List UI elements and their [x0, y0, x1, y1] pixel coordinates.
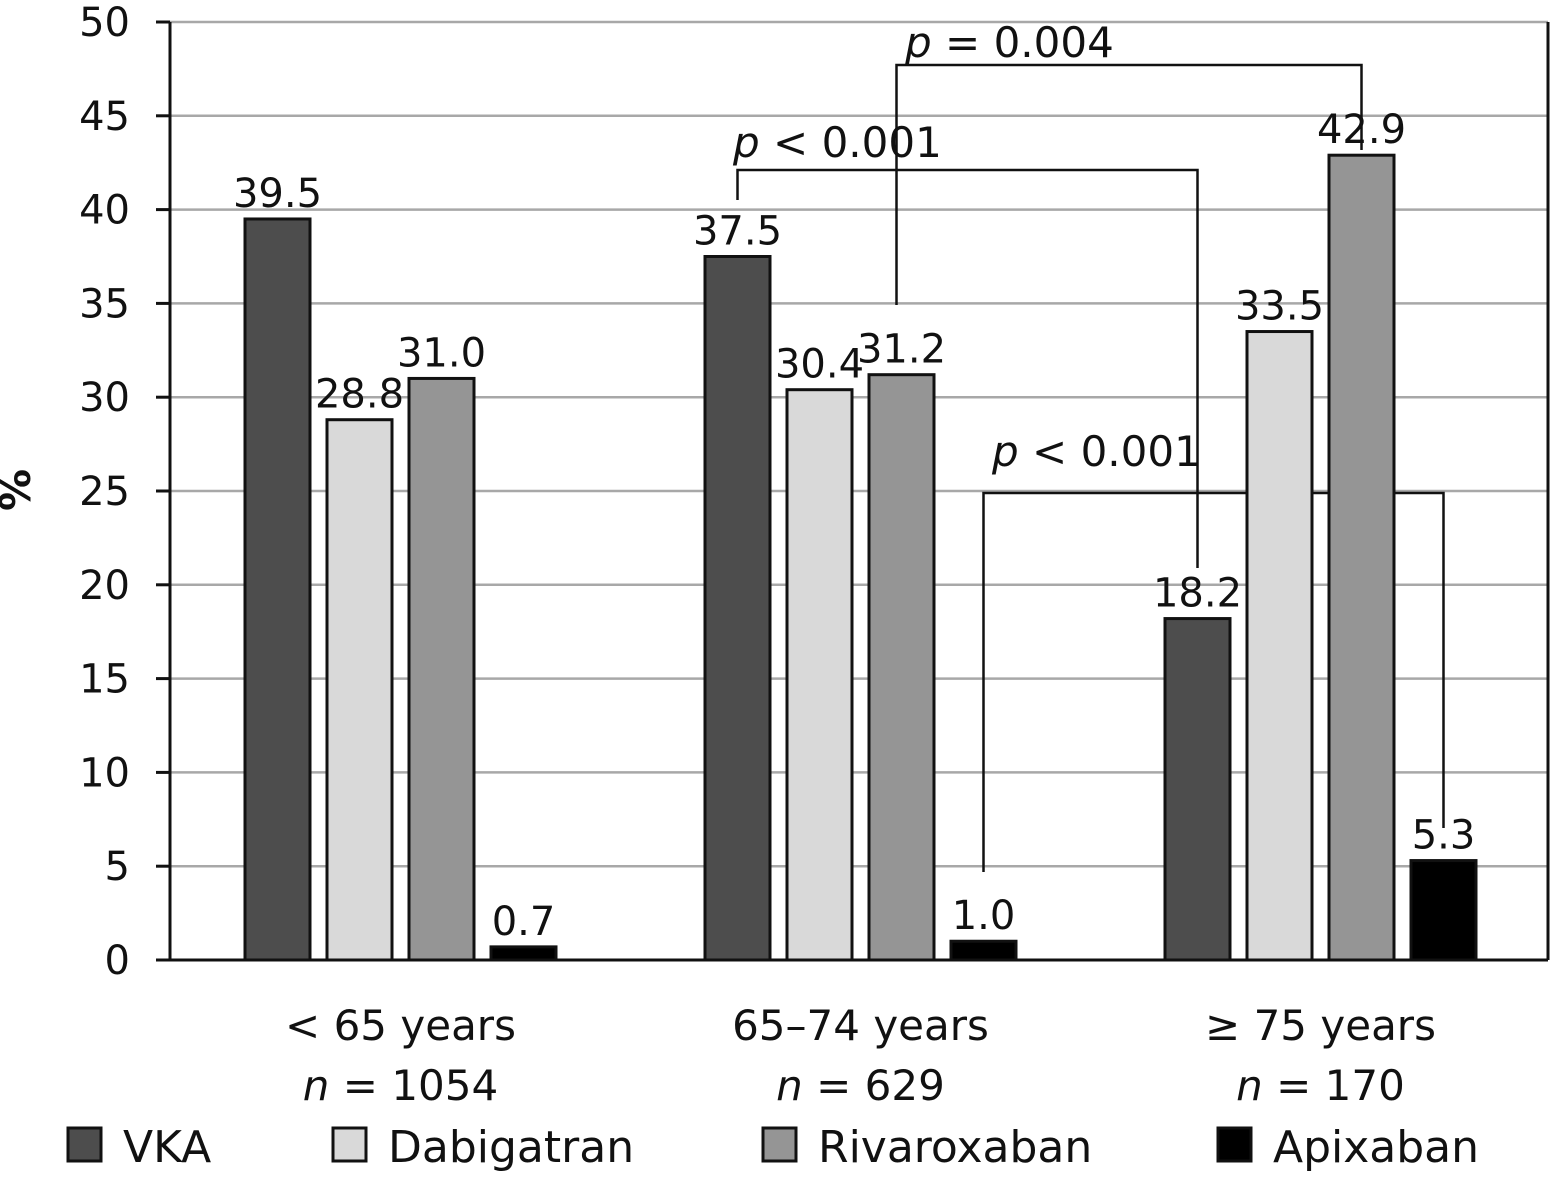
legend: VKA Dabigatran Rivaroxaban Apixaban [66, 1122, 1479, 1173]
p-value-label: p < 0.001 [991, 427, 1201, 476]
y-tick-label: 0 [105, 938, 130, 984]
value-label: 31.2 [857, 327, 946, 373]
value-label: 30.4 [775, 342, 864, 388]
bar-rivaroxaban-0 [407, 376, 476, 962]
value-label: 31.0 [397, 330, 486, 376]
sample-size-label: n = 629 [776, 1061, 945, 1110]
value-label: 0.7 [492, 899, 556, 945]
legend-label: Apixaban [1273, 1122, 1479, 1173]
bar-rivaroxaban-2 [1327, 153, 1396, 962]
y-tick-label: 40 [79, 188, 130, 234]
significance-bracket [895, 63, 1363, 305]
sample-size-label: n = 1054 [303, 1061, 498, 1110]
bar-dabigatran-2 [1245, 330, 1314, 962]
value-label: 5.3 [1412, 813, 1476, 859]
value-label: 1.0 [952, 893, 1016, 939]
bar-vka-0 [243, 217, 312, 962]
grid-lines [170, 20, 1548, 868]
legend-swatch-rivaroxaban [761, 1126, 798, 1163]
y-tick-label: 35 [79, 281, 130, 327]
p-value-label: p = 0.004 [904, 18, 1114, 67]
p-value-label: p < 0.001 [732, 118, 942, 167]
p-value-labels: p = 0.004 p < 0.001 p < 0.001 [732, 18, 1201, 476]
legend-label: Dabigatran [388, 1122, 634, 1173]
axes [156, 20, 1550, 962]
bar-apixaban-0 [489, 945, 558, 962]
y-tick-label: 25 [79, 469, 130, 515]
y-tick-label: 5 [105, 844, 130, 890]
value-label: 28.8 [315, 372, 404, 418]
significance-bracket [982, 491, 1445, 872]
value-label: 39.5 [233, 171, 322, 217]
sample-size-label: n = 170 [1236, 1061, 1405, 1110]
value-label: 33.5 [1235, 284, 1324, 330]
x-category-label: 65–74 years [732, 1001, 989, 1050]
y-tick-label: 20 [79, 563, 130, 609]
y-tick-label: 45 [79, 94, 130, 140]
y-tick-label: 50 [79, 0, 130, 46]
legend-swatch-apixaban [1216, 1126, 1253, 1163]
bar-apixaban-2 [1409, 859, 1478, 962]
bar-vka-2 [1163, 617, 1232, 962]
significance-bracket [736, 168, 1199, 568]
x-category-labels: < 65 years n = 1054 65–74 years n = 629 ≥ 75… [285, 1001, 1436, 1110]
bar-dabigatran-1 [785, 388, 854, 962]
x-category-label: ≥ 75 years [1205, 1001, 1436, 1050]
y-tick-label: 15 [79, 657, 130, 703]
legend-label: VKA [123, 1122, 211, 1173]
significance-brackets [736, 63, 1445, 872]
bar-rivaroxaban-1 [867, 373, 936, 962]
bar-vka-1 [703, 255, 772, 962]
legend-swatch-dabigatran [331, 1126, 368, 1163]
bar-apixaban-1 [949, 939, 1018, 962]
legend-swatch-vka [66, 1126, 103, 1163]
value-label: 37.5 [693, 209, 782, 255]
value-label: 18.2 [1153, 571, 1242, 617]
y-axis-label: % [0, 469, 40, 511]
x-category-label: < 65 years [285, 1001, 516, 1050]
y-tick-labels: 0 5 10 15 20 25 30 35 40 45 50 [79, 0, 130, 984]
y-tick-label: 10 [79, 750, 130, 796]
value-label: 42.9 [1317, 107, 1406, 153]
legend-label: Rivaroxaban [818, 1122, 1092, 1173]
bars [243, 153, 1478, 962]
y-tick-label: 30 [79, 375, 130, 421]
bar-dabigatran-0 [325, 418, 394, 962]
value-labels: 39.5 37.5 18.2 28.8 30.4 33.5 31.0 31.2 42.9 0.7 1… [233, 107, 1475, 945]
